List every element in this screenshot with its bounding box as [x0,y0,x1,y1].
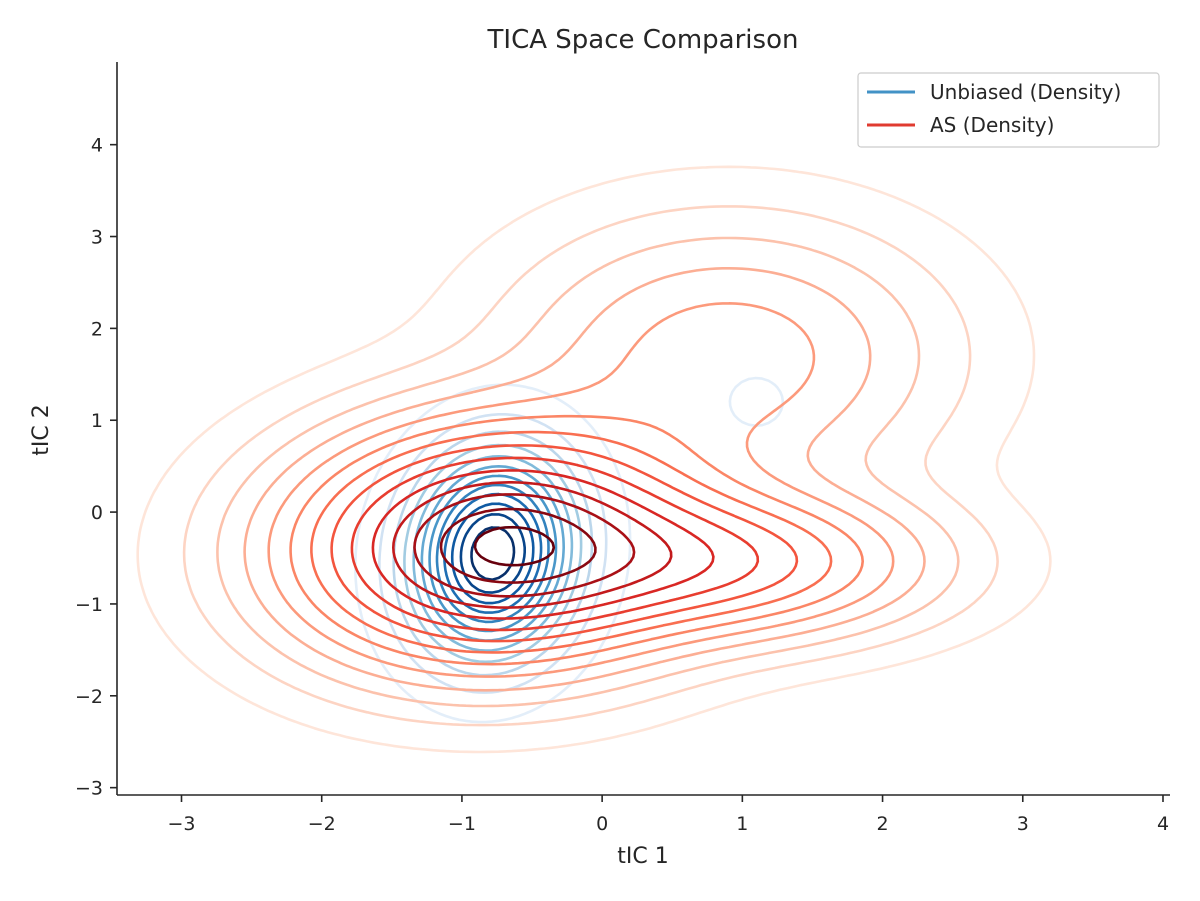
y-tick-label: 3 [91,227,103,249]
y-tick-label: −2 [75,686,103,708]
legend-label-as: AS (Density) [930,113,1054,137]
contour-line [267,302,895,678]
contour-line [439,507,597,584]
contour-line [182,205,999,727]
contour-layer [136,165,1052,754]
y-tick-label: 2 [91,318,103,340]
y-tick-label: 1 [91,410,103,432]
y-tick-label: −3 [75,778,103,800]
contour-line [371,469,715,620]
series-as [136,165,1052,754]
x-tick-label: 3 [1017,813,1029,835]
contour-line [330,444,799,643]
legend-frame [857,72,1160,148]
contour-line [243,267,926,692]
contour-line [392,481,673,609]
x-tick-label: 2 [877,813,889,835]
x-tick-label: −1 [448,813,476,835]
x-tick-label: 1 [736,813,748,835]
y-tick-label: 0 [91,502,103,524]
contour-line [216,236,960,708]
x-tick-label: 0 [596,813,608,835]
y-axis-label: tIC 2 [29,404,54,455]
axes: −3 −2 −1 0 1 2 3 4 −3 −2 −1 0 1 2 3 4 [75,62,1170,835]
contour-line [473,525,556,567]
y-tick-label: −1 [75,594,103,616]
contour-line [289,414,864,666]
chart-title: TICA Space Comparison [487,25,799,55]
y-tick-label: 4 [91,135,103,157]
contour-line [310,430,833,654]
x-tick-label: −3 [167,813,195,835]
legend: Unbiased (Density) AS (Density) [857,72,1160,148]
contour-line [136,165,1052,754]
contour-line [350,456,760,632]
contour-line [413,493,636,598]
x-tick-label: −2 [308,813,336,835]
x-axis-label: tIC 1 [617,844,668,869]
x-tick-label: 4 [1157,813,1169,835]
legend-label-unbiased: Unbiased (Density) [930,80,1121,104]
